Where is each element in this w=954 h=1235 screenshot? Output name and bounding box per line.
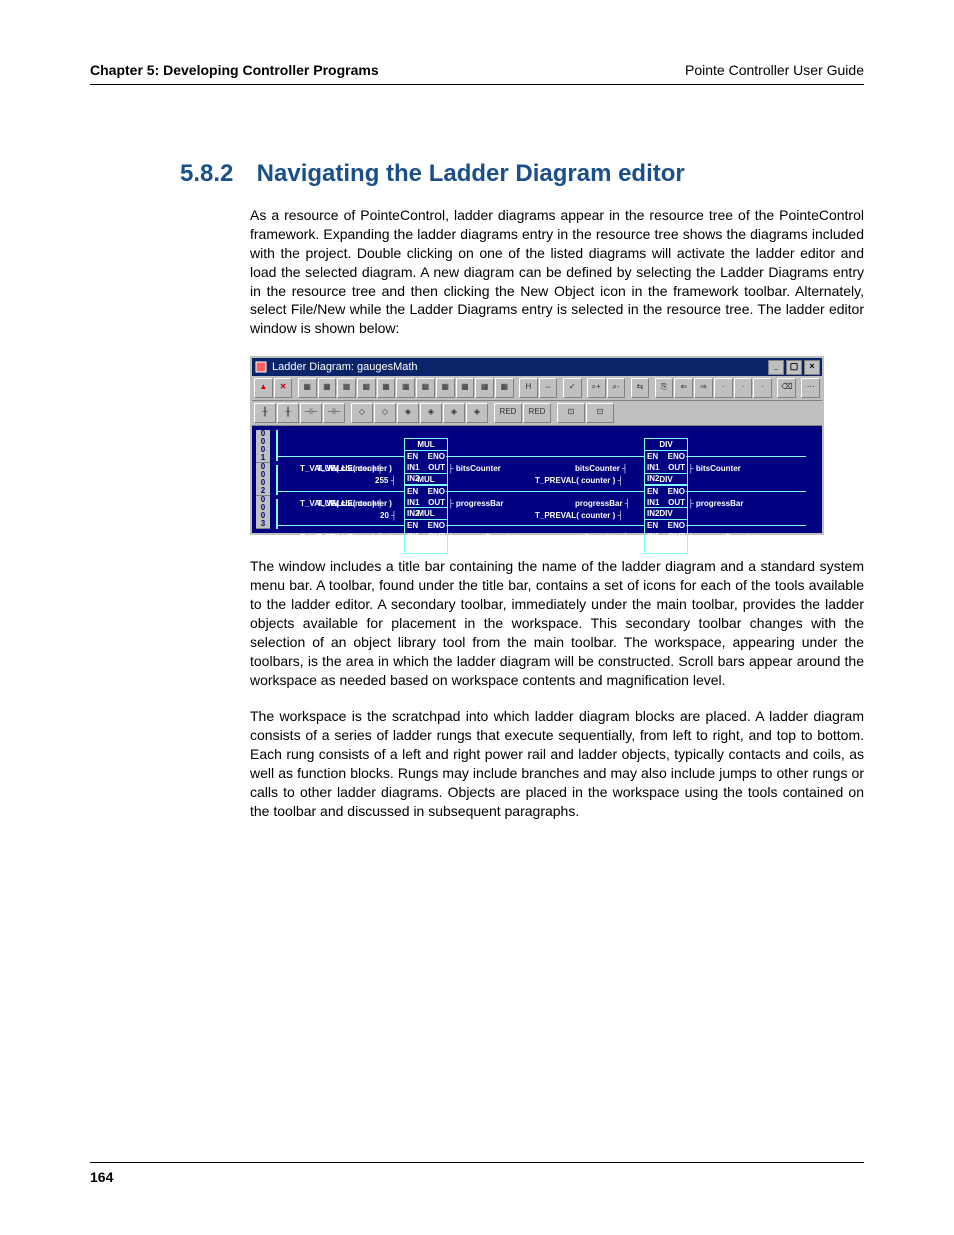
- rung[interactable]: T_VALUE( counter )MULENENOIN1OUTIN2T_VAL…: [274, 465, 818, 495]
- toolbar1-button-3[interactable]: ▦: [298, 378, 317, 398]
- toolbar1-button-16[interactable]: ⇔: [539, 378, 558, 398]
- toolbar2-button-12[interactable]: RED: [494, 403, 522, 423]
- toolbar1-button-11[interactable]: ▦: [456, 378, 475, 398]
- secondary-toolbar: ╫╫⊣⊢⊣⊢◇◇◈◈◈◈REDRED⊡⊡: [252, 401, 822, 426]
- toolbar2-button-5[interactable]: ◇: [351, 403, 373, 423]
- toolbar1-button-6[interactable]: ▦: [357, 378, 376, 398]
- toolbar2-button-1[interactable]: ╫: [277, 403, 299, 423]
- wire: [446, 525, 644, 526]
- io-label: T_PREVAL( counter ) ┤: [535, 545, 623, 554]
- function-block-div[interactable]: DIVENENOIN1OUTIN2: [644, 507, 688, 554]
- rung-label: 0001: [256, 430, 270, 463]
- toolbar1-button-26[interactable]: ⇐: [674, 378, 693, 398]
- wire: [446, 491, 644, 492]
- toolbar1-button-13[interactable]: ▦: [495, 378, 514, 398]
- paragraph-1: As a resource of PointeControl, ladder d…: [250, 206, 864, 338]
- toolbar1-button-10[interactable]: ▦: [436, 378, 455, 398]
- content: 5.8.2 Navigating the Ladder Diagram edit…: [180, 160, 864, 839]
- ladder-editor-window: Ladder Diagram: gaugesMath _ ▢ × ▲✕▦▦▦▦▦…: [250, 356, 824, 535]
- toolbar1-button-25[interactable]: ⎘: [655, 378, 674, 398]
- maximize-button[interactable]: ▢: [786, 360, 802, 375]
- toolbar1-button-23[interactable]: ⇆: [631, 378, 650, 398]
- toolbar1-button-12[interactable]: ▦: [475, 378, 494, 398]
- toolbar2-button-13[interactable]: RED: [523, 403, 551, 423]
- rung-label: 0002: [256, 463, 270, 496]
- toolbar2-button-0[interactable]: ╫: [254, 403, 276, 423]
- wire: [686, 456, 806, 457]
- workspace[interactable]: 000100020003 T_VALUE( counter )MULENENOI…: [252, 426, 822, 533]
- window-titlebar[interactable]: Ladder Diagram: gaugesMath _ ▢ ×: [252, 358, 822, 376]
- footer-rule: [90, 1162, 864, 1163]
- toolbar1-button-0[interactable]: ▲: [254, 378, 273, 398]
- minimize-button[interactable]: _: [768, 360, 784, 375]
- paragraph-2: The window includes a title bar containi…: [250, 557, 864, 689]
- close-button[interactable]: ×: [804, 360, 820, 375]
- toolbar1-button-9[interactable]: ▦: [416, 378, 435, 398]
- toolbar2-button-6[interactable]: ◇: [374, 403, 396, 423]
- io-label: T_VALUE( counter ) ┤: [300, 533, 383, 542]
- io-label: ├ percentComplete: [688, 533, 761, 542]
- wire: [278, 525, 404, 526]
- wire: [278, 456, 404, 457]
- toolbar1-button-28[interactable]: ·: [714, 378, 733, 398]
- rung[interactable]: T_VALUE( counter )MULENENOIN1OUTIN2T_VAL…: [274, 499, 818, 529]
- wire: [686, 491, 806, 492]
- section-title: Navigating the Ladder Diagram editor: [257, 160, 685, 187]
- io-label: ├ percentComplete: [448, 533, 521, 542]
- toolbar1-button-1[interactable]: ✕: [274, 378, 293, 398]
- function-block-mul[interactable]: MULENENOIN1OUTIN2: [404, 507, 448, 554]
- toolbar1-button-7[interactable]: ▦: [377, 378, 396, 398]
- toolbar2-button-16[interactable]: ⊡: [586, 403, 614, 423]
- io-label: percentComplete ┤: [555, 533, 628, 542]
- toolbar1-button-21[interactable]: ⌕-: [607, 378, 626, 398]
- toolbar1-button-27[interactable]: ⇒: [694, 378, 713, 398]
- header-left: Chapter 5: Developing Controller Program…: [90, 62, 379, 78]
- app-icon: [254, 360, 268, 374]
- paragraph-3: The workspace is the scratchpad into whi…: [250, 707, 864, 820]
- toolbar2-button-9[interactable]: ◈: [443, 403, 465, 423]
- toolbar1-button-32[interactable]: ⌫: [777, 378, 796, 398]
- wire: [278, 491, 404, 492]
- rung-label-rail: 000100020003: [256, 430, 270, 529]
- toolbar1-button-18[interactable]: ✓: [563, 378, 582, 398]
- page: Chapter 5: Developing Controller Program…: [0, 0, 954, 1235]
- toolbar2-button-7[interactable]: ◈: [397, 403, 419, 423]
- section-heading: 5.8.2 Navigating the Ladder Diagram edit…: [180, 160, 864, 188]
- toolbar1-button-29[interactable]: ·: [734, 378, 753, 398]
- toolbar2-button-8[interactable]: ◈: [420, 403, 442, 423]
- section-number: 5.8.2: [180, 160, 250, 188]
- toolbar1-button-34[interactable]: ⋯: [801, 378, 820, 398]
- toolbar1-button-20[interactable]: ⌕+: [587, 378, 606, 398]
- page-number: 164: [90, 1169, 113, 1185]
- toolbar2-button-3[interactable]: ⊣⊢: [323, 403, 345, 423]
- toolbar1-button-30[interactable]: ·: [753, 378, 772, 398]
- wire: [686, 525, 806, 526]
- wire: [446, 456, 644, 457]
- toolbar2-button-2[interactable]: ⊣⊢: [300, 403, 322, 423]
- rung[interactable]: T_VALUE( counter )MULENENOIN1OUTIN2T_VAL…: [274, 430, 818, 460]
- toolbar2-button-10[interactable]: ◈: [466, 403, 488, 423]
- toolbar1-button-8[interactable]: ▦: [396, 378, 415, 398]
- window-title: Ladder Diagram: gaugesMath: [272, 361, 418, 373]
- rung-label: 0003: [256, 496, 270, 529]
- header-rule: [90, 84, 864, 85]
- io-label: 100 ┤: [375, 545, 396, 554]
- header-right: Pointe Controller User Guide: [685, 62, 864, 78]
- toolbar1-button-4[interactable]: ▦: [318, 378, 337, 398]
- toolbar1-button-15[interactable]: H: [519, 378, 538, 398]
- workspace-main[interactable]: T_VALUE( counter )MULENENOIN1OUTIN2T_VAL…: [274, 430, 818, 529]
- toolbar2-button-15[interactable]: ⊡: [557, 403, 585, 423]
- main-toolbar: ▲✕▦▦▦▦▦▦▦▦▦▦▦H⇔✓⌕+⌕-⇆⎘⇐⇒···⌫⋯: [252, 376, 822, 401]
- running-header: Chapter 5: Developing Controller Program…: [90, 62, 864, 82]
- toolbar1-button-5[interactable]: ▦: [337, 378, 356, 398]
